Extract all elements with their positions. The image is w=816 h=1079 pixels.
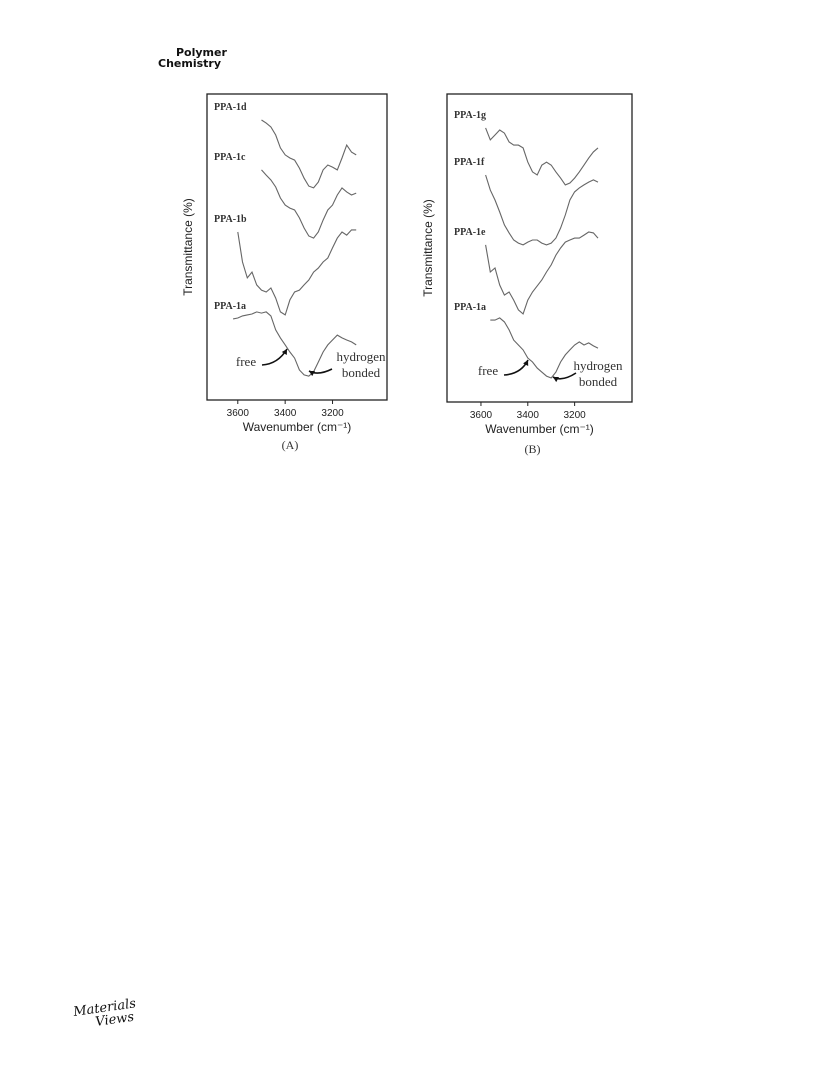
plot-frame: [206, 93, 388, 401]
arrow-head: [281, 349, 287, 355]
y-axis-label: Transmittance (%): [181, 198, 195, 296]
annotation: free: [236, 354, 256, 369]
publisher-logo: Views: [94, 1010, 135, 1030]
x-tick-label: 3600: [470, 410, 493, 421]
x-axis-label: Wavenumber (cm⁻¹): [485, 422, 594, 436]
panel-caption: (B): [525, 442, 541, 456]
plot-frame: [446, 93, 633, 403]
annotation: hydrogen: [336, 349, 386, 364]
annotation: free: [478, 363, 498, 378]
spectrum-line: [232, 311, 357, 377]
annotation: bonded: [342, 365, 381, 380]
annotation-arrow: [503, 359, 529, 376]
x-tick-label: 3400: [517, 410, 540, 421]
spectrum-line: [237, 229, 357, 316]
x-tick-label: 3400: [274, 408, 297, 419]
series-label: PPA-1b: [214, 214, 247, 225]
series-label: PPA-1a: [454, 302, 486, 313]
spectrum-line: [485, 127, 599, 186]
spectrum-line: [485, 231, 599, 315]
arrow-head: [309, 371, 315, 377]
annotation: bonded: [579, 374, 618, 389]
x-axis-label: Wavenumber (cm⁻¹): [243, 420, 352, 434]
series-label: PPA-1c: [214, 152, 246, 163]
annotation: hydrogen: [573, 358, 623, 373]
spectrum-line: [261, 169, 357, 239]
spectrum-line: [261, 119, 357, 189]
series-label: PPA-1e: [454, 227, 486, 238]
panel-caption: (A): [282, 438, 299, 452]
y-axis-label: Transmittance (%): [421, 199, 435, 297]
x-tick-label: 3600: [227, 408, 250, 419]
x-tick-label: 3200: [321, 408, 344, 419]
journal-name: Chemistry: [158, 57, 221, 70]
arrow-head: [523, 360, 529, 366]
arrow-head: [553, 377, 559, 383]
spectrum-line: [485, 174, 599, 246]
spectrum-line: [490, 317, 599, 379]
series-label: PPA-1d: [214, 102, 247, 113]
x-tick-label: 3200: [564, 410, 587, 421]
series-label: PPA-1g: [454, 110, 486, 121]
series-label: PPA-1f: [454, 157, 485, 168]
journal-name: Polymer: [176, 46, 227, 59]
series-label: PPA-1a: [214, 301, 246, 312]
